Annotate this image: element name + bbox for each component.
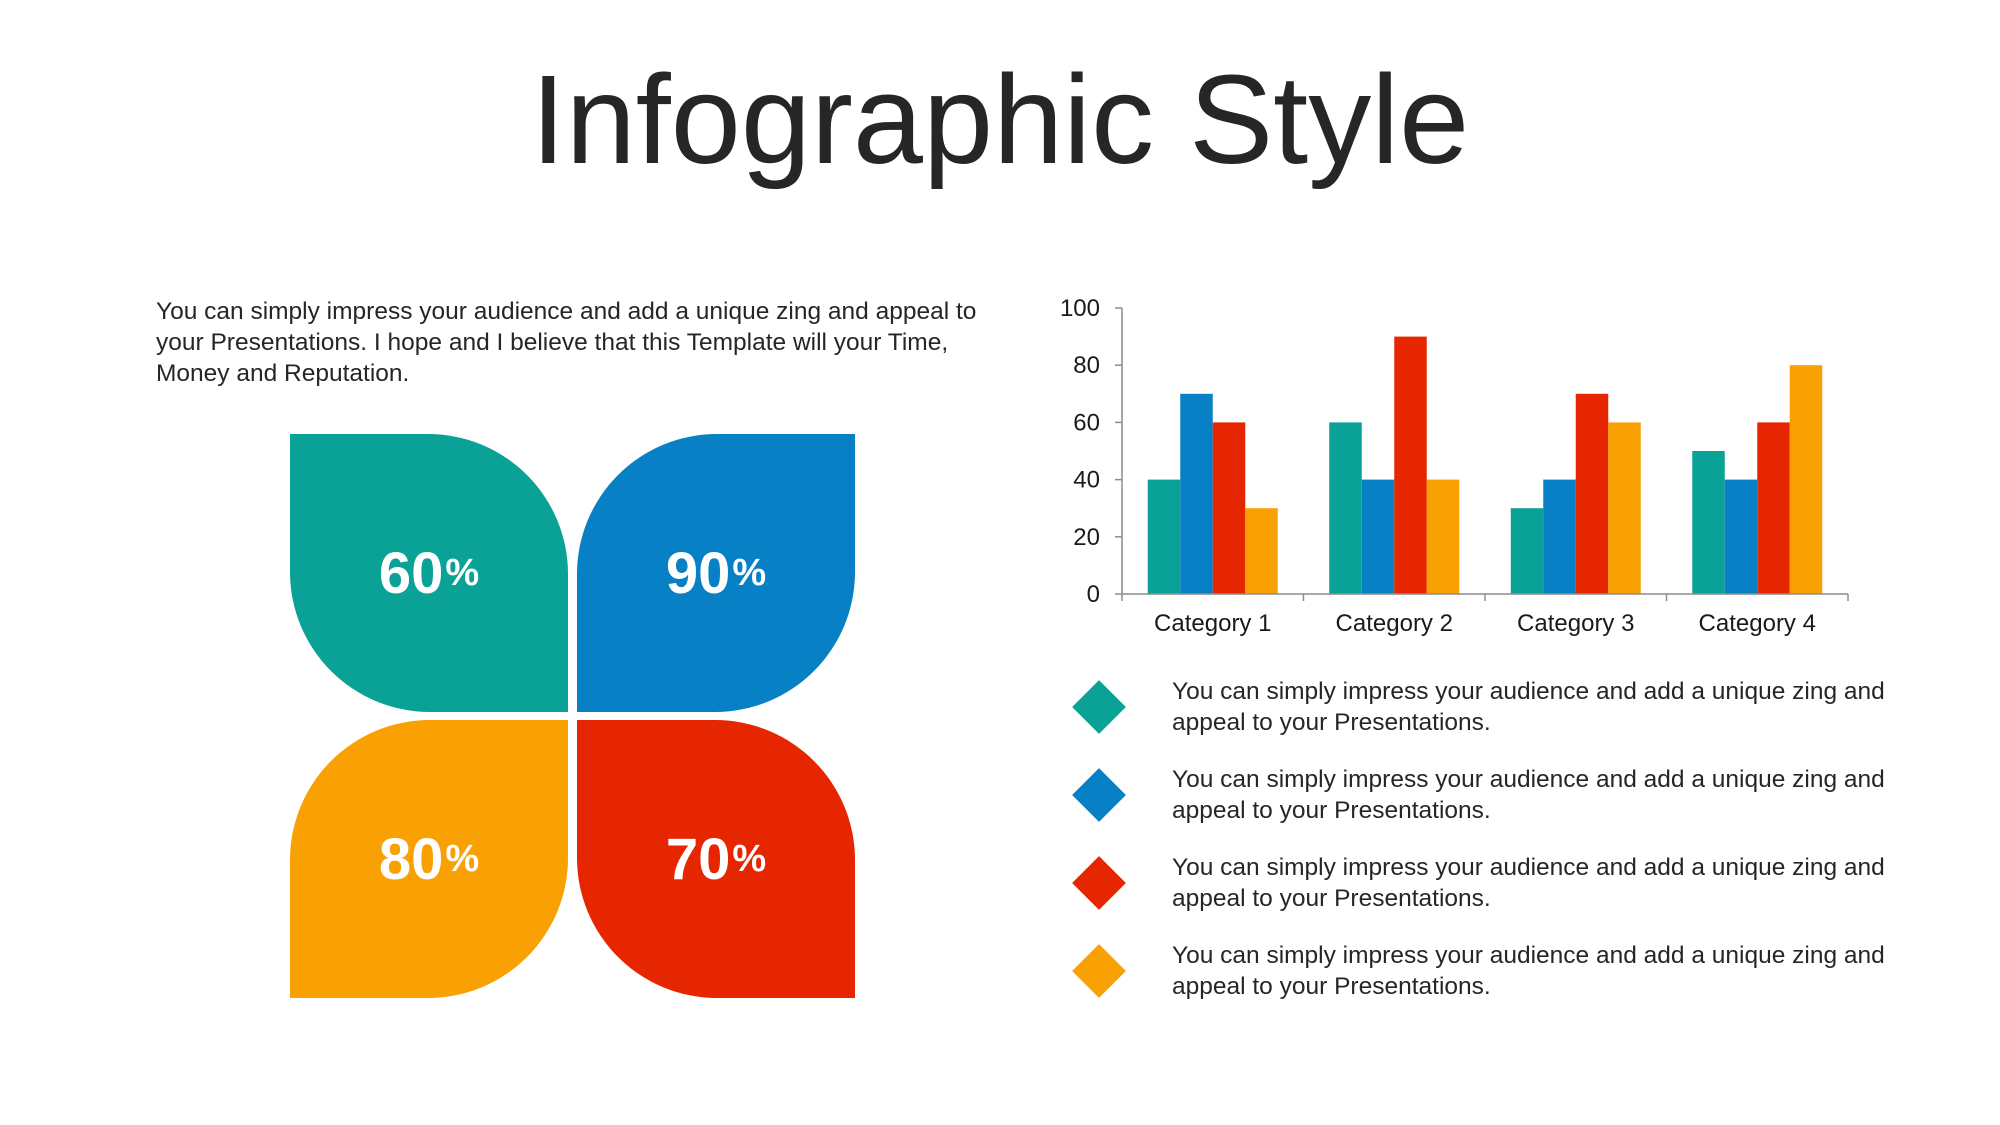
petal-unit: % bbox=[732, 551, 767, 594]
x-tick-label: Category 1 bbox=[1154, 610, 1271, 637]
legend-item: You can simply impress your audience and… bbox=[1072, 852, 1892, 922]
bar bbox=[1426, 479, 1460, 594]
diamond-icon bbox=[1072, 944, 1126, 998]
x-tick-label: Category 2 bbox=[1336, 610, 1453, 637]
x-tick-label: Category 4 bbox=[1699, 610, 1816, 637]
bar bbox=[1212, 422, 1246, 594]
y-tick-label: 40 bbox=[1073, 467, 1100, 494]
bar bbox=[1245, 508, 1278, 594]
legend-item: You can simply impress your audience and… bbox=[1072, 764, 1892, 834]
legend-text: You can simply impress your audience and… bbox=[1172, 942, 1885, 1000]
legend-text: You can simply impress your audience and… bbox=[1172, 766, 1885, 824]
legend-text: You can simply impress your audience and… bbox=[1172, 854, 1885, 912]
bar bbox=[1394, 336, 1427, 594]
bar bbox=[1724, 479, 1758, 594]
petal-unit: % bbox=[445, 837, 480, 880]
petal-value: 60 bbox=[378, 540, 444, 606]
bar bbox=[1543, 479, 1576, 594]
legend-text: You can simply impress your audience and… bbox=[1172, 678, 1885, 736]
petal-unit: % bbox=[732, 837, 767, 880]
y-tick-label: 80 bbox=[1073, 352, 1100, 379]
bar bbox=[1147, 479, 1181, 594]
legend-item: You can simply impress your audience and… bbox=[1072, 676, 1892, 746]
bar bbox=[1180, 393, 1213, 594]
diamond-icon bbox=[1072, 680, 1126, 734]
y-tick-label: 60 bbox=[1073, 409, 1100, 436]
bar bbox=[1608, 422, 1641, 594]
bar bbox=[1575, 393, 1609, 594]
y-tick-label: 20 bbox=[1073, 524, 1100, 551]
bar bbox=[1789, 365, 1823, 594]
petal-bottom-right: 70% bbox=[577, 720, 855, 998]
bar bbox=[1361, 479, 1395, 594]
petal-bottom-left: 80% bbox=[290, 720, 568, 998]
bar bbox=[1692, 451, 1725, 594]
petal-unit: % bbox=[445, 551, 480, 594]
bar bbox=[1510, 508, 1544, 594]
petal-value: 70 bbox=[665, 826, 731, 892]
petal-top-right: 90% bbox=[577, 434, 855, 712]
legend-item: You can simply impress your audience and… bbox=[1072, 940, 1892, 1010]
petal-value: 80 bbox=[378, 826, 444, 892]
bar bbox=[1757, 422, 1790, 594]
bar bbox=[1329, 422, 1362, 594]
bar-chart: 0 20 40 60 80 100 Category 1 Category 2 Category… bbox=[1060, 295, 1849, 637]
petal-value: 90 bbox=[665, 540, 731, 606]
diamond-icon bbox=[1072, 856, 1126, 910]
diamond-icon bbox=[1072, 768, 1126, 822]
page-title: Infographic Style bbox=[530, 49, 1470, 190]
y-tick-label: 0 bbox=[1087, 581, 1100, 608]
petal-top-left: 60% bbox=[290, 434, 568, 712]
y-tick-label: 100 bbox=[1060, 295, 1100, 322]
x-tick-label: Category 3 bbox=[1517, 610, 1634, 637]
intro-text: You can simply impress your audience and… bbox=[156, 298, 977, 387]
